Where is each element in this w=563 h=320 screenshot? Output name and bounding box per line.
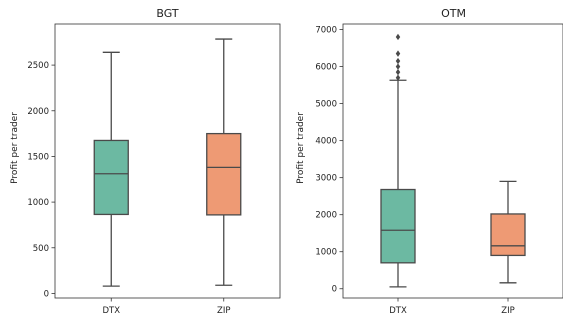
outlier-point xyxy=(395,74,401,81)
panel-bgt: BGT Profit per trader 0 500 1000 1500 2000 25… xyxy=(10,7,281,316)
y-tick-label: 2500 xyxy=(27,61,49,71)
chart-title-bgt: BGT xyxy=(156,7,178,20)
iqr-box xyxy=(380,188,416,264)
y-tick-label: 2000 xyxy=(27,107,49,117)
y-tick-label: 0 xyxy=(44,289,49,299)
box-dtx xyxy=(93,51,129,287)
y-axis-label-otm: Profit per trader xyxy=(296,112,306,184)
panel-otm: OTM Profit per trader 0 1000 2000 3000 4000 5… xyxy=(296,7,563,316)
boxes-otm xyxy=(380,33,526,288)
y-ticks-bgt: 0 500 1000 1500 2000 2500 xyxy=(27,61,55,299)
y-axis-label-bgt: Profit per trader xyxy=(10,112,20,184)
x-tick-label: DTX xyxy=(389,306,407,316)
outlier-point xyxy=(395,50,401,57)
iqr-box xyxy=(490,213,526,257)
y-tick-label: 500 xyxy=(33,244,49,254)
outlier-point xyxy=(395,63,401,70)
plot-frame-bgt xyxy=(54,23,281,299)
x-tick-label: ZIP xyxy=(217,306,230,316)
x-tick-label: DTX xyxy=(102,306,120,316)
plot-frame-otm xyxy=(342,23,563,299)
chart-title-otm: OTM xyxy=(441,7,466,20)
y-tick-label: 1500 xyxy=(27,152,49,162)
y-tick-label: 1000 xyxy=(315,248,337,258)
y-tick-label: 6000 xyxy=(315,63,337,73)
outlier-point xyxy=(395,57,401,65)
x-tick-label: ZIP xyxy=(501,306,514,316)
y-tick-label: 5000 xyxy=(315,100,337,110)
x-ticks-otm: DTX ZIP xyxy=(389,298,515,316)
y-tick-label: 2000 xyxy=(315,211,337,221)
box-dtx xyxy=(380,33,416,288)
iqr-box xyxy=(206,132,242,216)
box-zip xyxy=(206,38,242,286)
iqr-box xyxy=(93,139,129,216)
outlier-point xyxy=(395,68,401,76)
y-tick-label: 0 xyxy=(332,285,337,295)
y-tick-label: 3000 xyxy=(315,174,337,184)
y-ticks-otm: 0 1000 2000 3000 4000 5000 6000 7000 xyxy=(315,26,343,295)
outlier-point xyxy=(395,33,401,41)
boxes-bgt xyxy=(93,38,242,287)
box-zip xyxy=(490,180,526,284)
x-ticks-bgt: DTX ZIP xyxy=(102,298,230,316)
y-tick-label: 1000 xyxy=(27,198,49,208)
y-tick-label: 4000 xyxy=(315,137,337,147)
y-tick-label: 7000 xyxy=(315,26,337,36)
